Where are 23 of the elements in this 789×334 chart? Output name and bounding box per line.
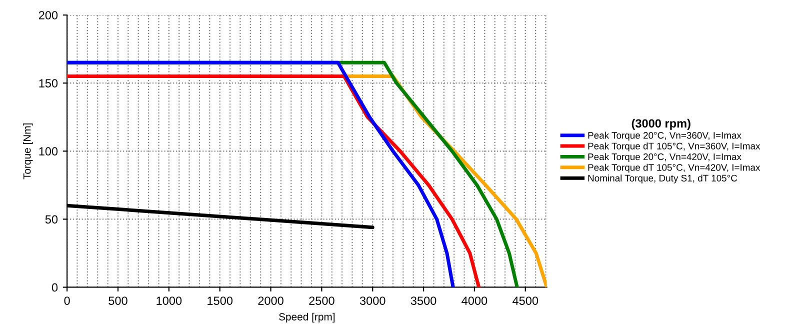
x-tick-label: 3500 [410, 296, 436, 305]
x-tick-label: 1500 [208, 296, 233, 305]
x-tick-label: 0 [64, 296, 70, 305]
x-tick-label: 4000 [462, 296, 488, 305]
legend-label: Peak Torque 20°C, Vn=420V, I=Imax [588, 153, 742, 162]
y-tick-label: 200 [38, 11, 58, 20]
x-tick-label: 3000 [360, 296, 386, 305]
legend-label: Peak Torque dT 105°C, Vn=360V, I=Imax [588, 142, 760, 152]
y-tick-label: 0 [52, 283, 58, 292]
legend-title: (3000 rpm) [632, 118, 690, 130]
y-axis-title: Torque [Nm] [23, 124, 33, 180]
x-tick-label: 4500 [512, 296, 538, 305]
x-tick-label: 500 [108, 296, 128, 305]
legend-label: Peak Torque 20°C, Vn=360V, I=Imax [588, 132, 742, 141]
legend-label: Nominal Torque, Duty S1, dT 105°C [588, 174, 738, 184]
x-tick-label: 2500 [309, 296, 334, 305]
x-axis-title: Speed [rpm] [279, 312, 335, 323]
x-tick-label: 1000 [156, 296, 182, 305]
legend-label: Peak Torque dT 105°C, Vn=420V, I=Imax [588, 164, 760, 173]
y-tick-label: 50 [45, 215, 58, 224]
y-tick-label: 150 [39, 79, 58, 88]
y-tick-label: 100 [39, 147, 58, 156]
x-tick-label: 2000 [258, 296, 284, 305]
